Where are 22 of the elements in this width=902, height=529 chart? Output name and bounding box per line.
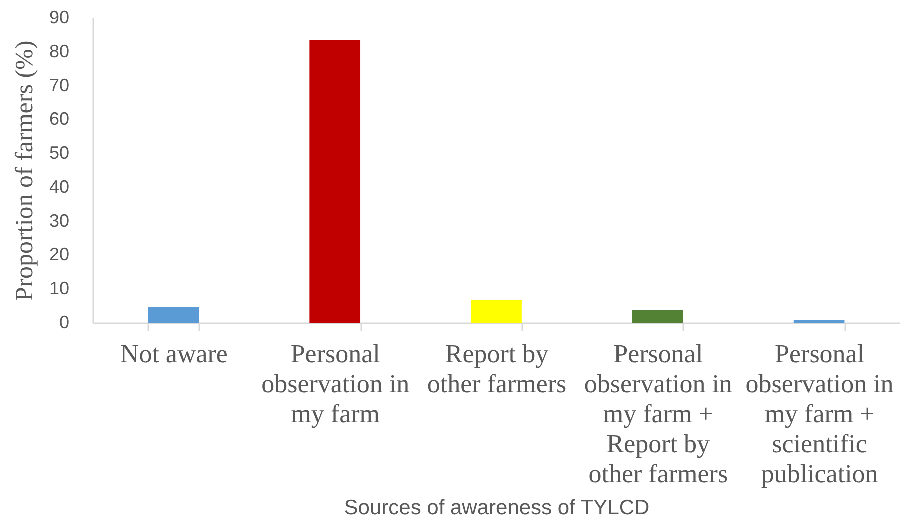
y-tick-label: 80 — [49, 41, 70, 62]
y-tick-label: 50 — [49, 143, 70, 164]
x-tick-label: Not aware — [120, 340, 228, 368]
y-tick-label: 30 — [49, 210, 70, 231]
x-tick-label: Personal observation in my farm — [262, 340, 410, 428]
bar — [310, 40, 361, 323]
bar — [148, 307, 200, 323]
bar — [471, 300, 522, 323]
y-axis-title: Proportion of farmers (%) — [11, 40, 38, 302]
y-tick-label: 40 — [49, 176, 70, 197]
x-tick-label: Report by other farmers — [427, 340, 567, 398]
y-tick-label: 0 — [59, 312, 70, 332]
bar — [794, 320, 845, 323]
y-tick-label: 70 — [49, 75, 70, 96]
bar — [632, 310, 684, 323]
y-tick-label: 20 — [49, 244, 70, 265]
y-tick-label: 60 — [49, 109, 70, 130]
y-tick-label: 10 — [49, 278, 70, 299]
x-axis-title: Sources of awareness of TYLCD — [344, 496, 650, 520]
x-tick-label: Personal observation in my farm + Report by other farmers — [584, 340, 732, 488]
x-tick-label: Personal observation in my farm + scientific publication — [746, 340, 894, 488]
y-tick-label: 90 — [49, 8, 70, 28]
